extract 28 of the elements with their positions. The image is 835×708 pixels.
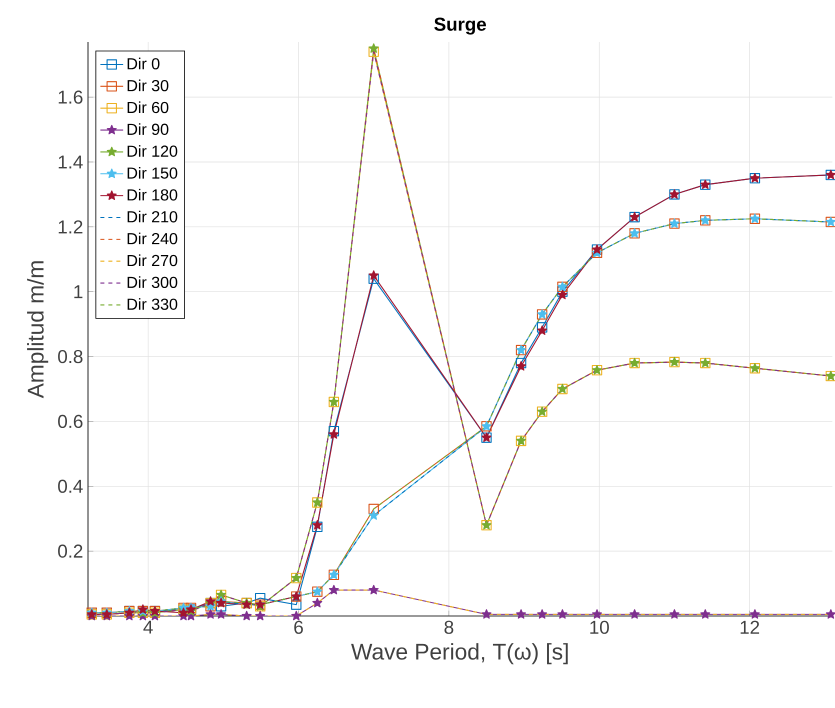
legend-label: Dir 180 bbox=[128, 188, 178, 201]
y-tick-label: 0.6 bbox=[58, 414, 82, 428]
y-axis-title: Amplitud m/m bbox=[27, 261, 48, 398]
legend-label: Dir 60 bbox=[128, 101, 168, 114]
y-tick-label: 1.6 bbox=[58, 90, 82, 104]
x-tick-label: 8 bbox=[444, 620, 454, 634]
legend-label: Dir 240 bbox=[128, 232, 178, 244]
legend-label: Dir 210 bbox=[128, 210, 178, 222]
x-tick-label: 12 bbox=[740, 620, 760, 634]
legend-label: Dir 150 bbox=[128, 166, 178, 179]
x-axis-title: Wave Period, T(ω) [s] bbox=[351, 643, 568, 664]
legend-label: Dir 300 bbox=[128, 276, 178, 288]
y-tick-label: 1.4 bbox=[58, 156, 83, 168]
x-tick-label: 6 bbox=[294, 620, 303, 634]
y-tick-label: 0.8 bbox=[58, 350, 82, 364]
chart-title: Surge bbox=[434, 18, 486, 35]
y-tick-label: 0.4 bbox=[58, 480, 83, 493]
legend-label: Dir 0 bbox=[128, 58, 160, 70]
legend-label: Dir 30 bbox=[128, 80, 168, 92]
legend-label: Dir 330 bbox=[128, 298, 178, 310]
x-tick-label: 4 bbox=[143, 620, 153, 634]
legend-label: Dir 120 bbox=[128, 145, 178, 157]
legend-label: Dir 270 bbox=[128, 254, 178, 266]
y-tick-label: 1 bbox=[74, 285, 82, 298]
x-tick-label: 10 bbox=[590, 620, 609, 634]
y-tick-label: 1.2 bbox=[58, 220, 82, 234]
legend-label: Dir 90 bbox=[128, 123, 168, 135]
y-tick-label: 0.2 bbox=[58, 544, 82, 558]
